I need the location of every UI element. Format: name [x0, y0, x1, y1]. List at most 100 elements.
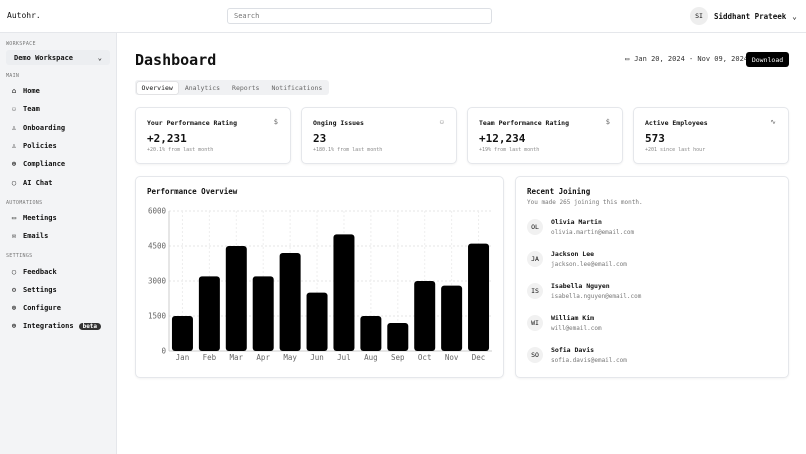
kpi-card: Onging Issues ⚇ 23 +180.1% from last mon…: [301, 107, 457, 164]
tab-notifications[interactable]: Notifications: [271, 83, 323, 92]
sidebar-item-label: Settings: [23, 285, 57, 294]
page-title: Dashboard: [135, 51, 217, 69]
y-tick-label: 1500: [148, 312, 167, 321]
globe-icon: ⊕: [11, 322, 17, 331]
sidebar-item-meetings[interactable]: ▭ Meetings: [0, 209, 116, 227]
sidebar-item-label: AI Chat: [23, 178, 53, 187]
bar-chart: 0 1500 3000 4500 6000 Jan Feb Mar Apr May Jun Jul Au…: [148, 207, 492, 362]
x-tick-label: Oct: [418, 353, 432, 362]
avatar: IS: [527, 283, 543, 299]
kpi-title: Onging Issues: [313, 119, 364, 127]
home-icon: ⌂: [11, 87, 17, 96]
cog-icon: ⊗: [11, 304, 17, 313]
chevron-down-icon: ⌄: [97, 53, 102, 62]
person-email: jackson.lee@email.com: [551, 261, 627, 268]
y-tick-label: 3000: [148, 277, 167, 286]
x-tick-label: Apr: [256, 353, 270, 362]
person-name: William Kim: [551, 314, 595, 322]
list-item: OL Olivia Martin olivia.martin@email.com: [527, 218, 634, 236]
globe-icon: ⊕: [11, 160, 17, 169]
bar-dec: [468, 243, 490, 351]
bar-feb: [198, 276, 220, 351]
sidebar-item-label: Emails: [23, 232, 49, 241]
list-item: SO Sofia Davis sofia.davis@email.com: [527, 346, 627, 364]
download-button[interactable]: Download: [746, 52, 789, 67]
tab-overview[interactable]: Overview: [136, 81, 178, 94]
bar-aug: [360, 316, 382, 351]
kpi-title: Active Employees: [645, 119, 708, 127]
tab-reports[interactable]: Reports: [232, 83, 260, 92]
sidebar: WORKSPACE Demo Workspace ⌄ MAIN ⌂ Home ⚇ Team…: [0, 33, 117, 454]
x-tick-label: Mar: [230, 353, 244, 362]
user-menu[interactable]: SI Siddhant Prateek ⌄: [690, 7, 797, 25]
x-tick-label: Jun: [310, 353, 324, 362]
x-tick-label: Aug: [364, 353, 378, 362]
kpi-title: Your Performance Rating: [147, 119, 238, 127]
users-icon: ⚇: [439, 118, 444, 126]
bar-jan: [171, 316, 193, 351]
date-range-picker[interactable]: ▭ Jan 20, 2024 - Nov 09, 2024: [625, 55, 748, 63]
dollar-icon: $: [273, 118, 278, 126]
calendar-icon: ▭: [625, 55, 630, 63]
section-label: MAIN: [6, 73, 20, 79]
sidebar-item-feedback[interactable]: ◯ Feedback: [0, 262, 116, 280]
sidebar-item-onboarding[interactable]: ♙ Onboarding: [0, 119, 116, 137]
sidebar-item-policies[interactable]: ♙ Policies: [0, 137, 116, 155]
person-email: will@email.com: [551, 325, 602, 332]
sidebar-item-team[interactable]: ⚇ Team: [0, 100, 116, 118]
mail-icon: ✉: [11, 232, 17, 241]
avatar: OL: [527, 219, 543, 235]
kpi-value: 23: [313, 132, 327, 145]
person-name: Olivia Martin: [551, 218, 602, 226]
avatar: WI: [527, 315, 543, 331]
bar-sep: [387, 323, 409, 351]
section-label: WORKSPACE: [6, 41, 36, 47]
kpi-value: +12,234: [479, 132, 526, 145]
sidebar-item-label: Meetings: [23, 213, 57, 222]
kpi-card: Team Performance Rating $ +12,234 +19% f…: [467, 107, 623, 164]
search-input[interactable]: [227, 8, 492, 24]
sidebar-item-compliance[interactable]: ⊕ Compliance: [0, 155, 116, 173]
sidebar-item-emails[interactable]: ✉ Emails: [0, 227, 116, 245]
person-name: Sofia Davis: [551, 346, 595, 354]
kpi-card: Active Employees ∿ 573 +201 since last h…: [633, 107, 789, 164]
sidebar-item-label: Home: [23, 87, 40, 96]
recent-title: Recent Joining: [527, 187, 591, 196]
sidebar-item-label: Integrations: [23, 322, 74, 331]
person-email: olivia.martin@email.com: [551, 229, 635, 236]
y-tick-label: 0: [161, 347, 166, 356]
sidebar-item-label: Configure: [23, 304, 61, 313]
bar-nov: [441, 285, 463, 351]
chart-title: Performance Overview: [147, 187, 238, 196]
user-icon: ♙: [11, 142, 17, 151]
bar-may: [279, 253, 301, 351]
x-tick-label: Sep: [391, 353, 405, 362]
x-tick-label: Nov: [445, 353, 459, 362]
list-item: JA Jackson Lee jackson.lee@email.com: [527, 250, 627, 268]
sidebar-item-settings[interactable]: ⚙ Settings: [0, 281, 116, 299]
sidebar-item-label: Team: [23, 105, 40, 114]
performance-chart-card: Performance Overview 0 1500 3000 4500 6000 Ja…: [135, 176, 504, 378]
x-tick-label: Feb: [203, 353, 217, 362]
activity-icon: ∿: [770, 118, 776, 126]
x-tick-label: Dec: [472, 353, 486, 362]
tabs: Overview Analytics Reports Notifications: [135, 80, 329, 95]
kpi-subtext: +201 since last hour: [645, 147, 706, 153]
date-range: Jan 20, 2024 - Nov 09, 2024: [634, 55, 749, 63]
tab-analytics[interactable]: Analytics: [184, 83, 221, 92]
x-tick-label: May: [283, 353, 297, 362]
sidebar-item-label: Policies: [23, 142, 57, 151]
sidebar-item-ai-chat[interactable]: ◯ AI Chat: [0, 173, 116, 191]
sidebar-item-integrations[interactable]: ⊕ Integrations beta: [0, 317, 116, 335]
person-name: Jackson Lee: [551, 250, 595, 258]
sidebar-item-home[interactable]: ⌂ Home: [0, 82, 116, 100]
top-bar: Autohr. SI Siddhant Prateek ⌄: [0, 0, 806, 33]
kpi-subtext: +20.1% from last month: [147, 147, 214, 153]
sidebar-item-configure[interactable]: ⊗ Configure: [0, 299, 116, 317]
avatar: JA: [527, 251, 543, 267]
y-tick-label: 6000: [148, 207, 167, 216]
person-email: isabella.nguyen@email.com: [551, 293, 642, 300]
workspace-select[interactable]: Demo Workspace ⌄: [6, 50, 110, 65]
kpi-value: +2,231: [147, 132, 187, 145]
kpi-value: 573: [645, 132, 665, 145]
